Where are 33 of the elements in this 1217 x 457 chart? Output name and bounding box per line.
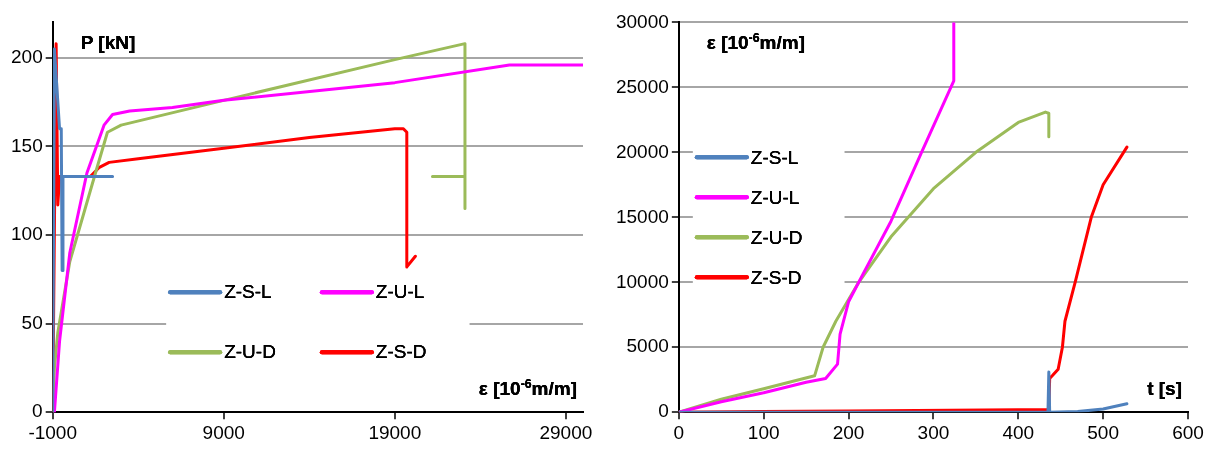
y-axis-title: P [kN] (80, 32, 136, 54)
legend-label: Z-U-D (224, 341, 276, 363)
x-tick-label: 300 (917, 421, 950, 443)
y-tick-label: 25000 (615, 75, 669, 97)
y-tick-label: 150 (11, 134, 43, 156)
legend-label: Z-S-L (750, 146, 799, 168)
y-tick-label: 15000 (615, 205, 669, 227)
y-tick-label: 20000 (615, 140, 669, 162)
x-tick-label: 400 (1002, 421, 1035, 443)
y-tick-label: 100 (11, 223, 43, 245)
x-tick-label: 500 (1087, 421, 1119, 443)
x-tick-label: 19000 (368, 421, 422, 443)
legend-label: Z-U-L (375, 281, 425, 303)
x-tick-label: -1000 (28, 421, 78, 443)
y-tick-label: 0 (658, 400, 669, 422)
x-tick-label: 29000 (539, 421, 593, 443)
x-tick-label: 100 (747, 421, 780, 443)
y-tick-label: 50 (21, 311, 43, 333)
x-tick-label: 200 (832, 421, 865, 443)
legend-label: Z-S-D (750, 266, 802, 288)
legend-label: Z-U-L (750, 186, 800, 208)
y-tick-label: 200 (11, 46, 43, 68)
legend-label: Z-S-L (224, 281, 272, 303)
x-tick-label: 9000 (202, 421, 245, 443)
x-tick-label: 0 (673, 421, 685, 443)
y-tick-label: 5000 (626, 335, 669, 357)
x-axis-title: t [s] (1147, 378, 1182, 400)
x-tick-label: 600 (1172, 421, 1204, 443)
y-tick-label: 10000 (615, 270, 669, 292)
y-tick-label: 0 (32, 400, 43, 422)
y-tick-label: 30000 (615, 10, 669, 32)
legend-label: Z-U-D (750, 226, 803, 248)
legend-label: Z-S-D (375, 341, 427, 363)
